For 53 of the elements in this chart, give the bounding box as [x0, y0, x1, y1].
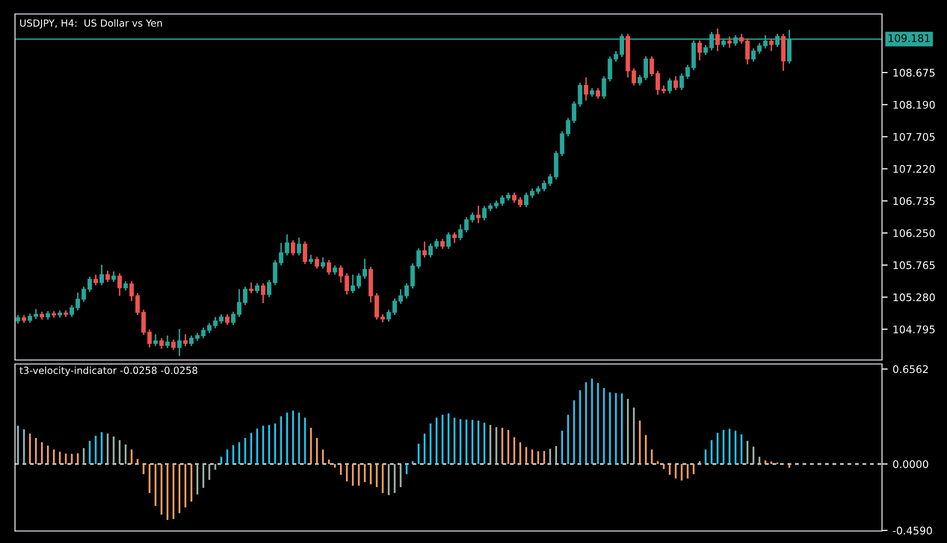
ref-line-label: 109.181 [888, 34, 930, 42]
candlestick [105, 270, 110, 283]
candlestick [674, 75, 678, 91]
candlestick [584, 76, 588, 102]
candlestick [308, 254, 314, 265]
y-tick-label: 106.250 [894, 229, 935, 238]
y-tick-label: 0.0000 [893, 460, 928, 468]
candlestick [715, 28, 720, 52]
y-tick-label: 0.6562 [893, 365, 928, 374]
y-tick-label: 104.795 [894, 325, 935, 334]
candlestick [165, 334, 170, 349]
candlestick [225, 314, 230, 326]
y-tick-label: 108.190 [894, 100, 935, 109]
candlestick [177, 328, 182, 357]
candlestick [314, 256, 320, 270]
y-tick-label: 105.280 [894, 293, 935, 302]
candlestick [326, 259, 332, 276]
candlestick [260, 282, 266, 304]
candlestick [745, 38, 750, 65]
candlestick [320, 256, 326, 270]
candlestick [727, 36, 732, 48]
candlestick [94, 274, 98, 286]
candlestick [254, 282, 260, 294]
candlestick [183, 334, 188, 347]
chart-title: t3-velocity-indicator -0.0258 -0.0258 [20, 366, 198, 376]
candlestick [153, 334, 158, 347]
candlestick [452, 232, 457, 244]
candlestick [248, 282, 254, 294]
candlestick [290, 240, 296, 256]
y-tick-label: 108.675 [894, 68, 935, 77]
candlestick [302, 240, 308, 265]
candlestick [769, 38, 774, 52]
candlestick [422, 240, 427, 258]
candlestick [739, 33, 744, 44]
candlestick [476, 205, 481, 224]
candlestick [117, 272, 122, 297]
y-tick-label: 107.220 [894, 165, 935, 173]
candlestick [440, 238, 445, 250]
y-tick-label: 105.765 [894, 261, 935, 270]
candlestick [111, 270, 116, 283]
candlestick [697, 40, 702, 62]
candlestick [332, 264, 338, 276]
candlestick [446, 232, 451, 250]
candlestick [596, 87, 600, 100]
y-tick-label: 107.705 [894, 132, 935, 141]
y-tick-label: -0.4590 [892, 526, 932, 535]
candlestick [123, 280, 128, 292]
candlestick [99, 264, 104, 286]
candlestick [668, 77, 672, 94]
candlestick [159, 337, 164, 350]
y-tick-label: 106.735 [894, 197, 935, 205]
text: USDJPY, H4: US Dollar vs Yen [20, 19, 162, 29]
candlestick [171, 338, 176, 351]
